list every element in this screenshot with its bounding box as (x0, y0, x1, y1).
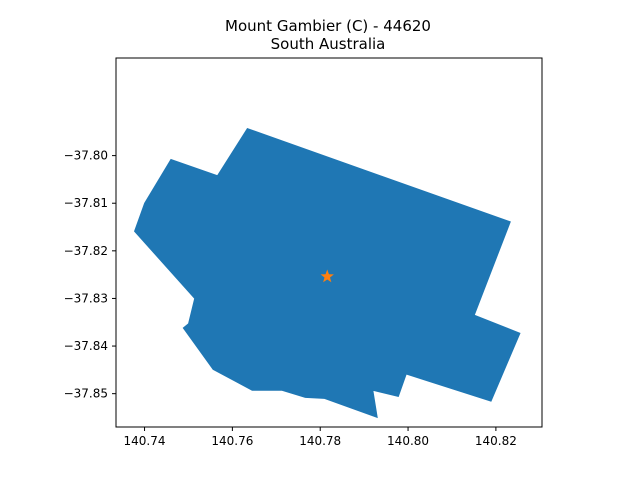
x-tick-label: 140.74 (124, 434, 166, 448)
x-tick-label: 140.76 (211, 434, 253, 448)
map-title-line1: Mount Gambier (C) - 44620 (225, 17, 431, 35)
y-tick-label: −37.81 (64, 196, 108, 210)
y-tick-label: −37.82 (64, 244, 108, 258)
x-tick-label: 140.82 (475, 434, 517, 448)
plot-area (133, 127, 521, 419)
x-tick-label: 140.78 (299, 434, 341, 448)
map-title-line2: South Australia (271, 35, 386, 53)
star-marker-icon (320, 269, 334, 283)
x-axis: 140.74 140.76 140.78 140.80 140.82 (124, 427, 517, 448)
y-tick-label: −37.84 (64, 339, 108, 353)
y-tick-label: −37.80 (64, 149, 108, 163)
y-tick-label: −37.85 (64, 387, 108, 401)
x-tick-label: 140.80 (387, 434, 429, 448)
y-tick-label: −37.83 (64, 291, 108, 305)
y-axis: −37.80 −37.81 −37.82 −37.83 −37.84 −37.85 (64, 149, 116, 401)
axes-frame (115, 57, 543, 428)
